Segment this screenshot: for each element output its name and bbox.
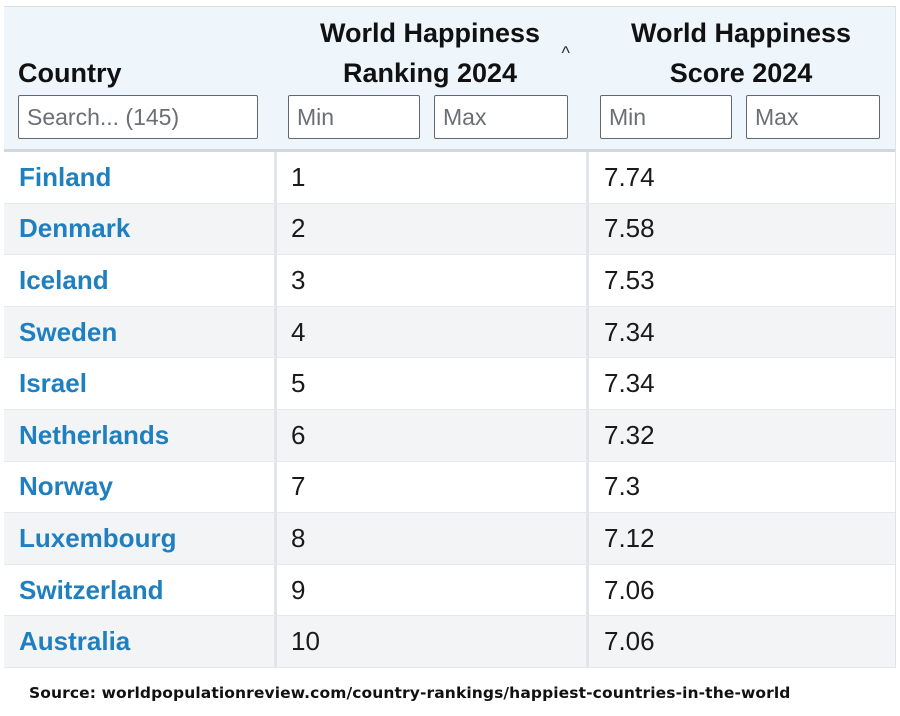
country-link[interactable]: Sweden: [19, 316, 118, 347]
table-header: Country World Happiness Ranking 2024 ^ W…: [4, 6, 895, 153]
ranking-cell: 3: [274, 255, 586, 306]
table-row: Switzerland 9 7.06: [4, 564, 895, 617]
score-cell: 7.32: [586, 409, 895, 461]
ranking-max-input[interactable]: [434, 95, 568, 139]
table-row: Sweden 4 7.34: [4, 306, 895, 359]
table-row: Denmark 2 7.58: [4, 203, 895, 256]
score-cell: 7.3: [586, 461, 895, 513]
column-header-ranking[interactable]: World Happiness Ranking 2024 ^: [274, 7, 586, 153]
column-title-ranking: World Happiness Ranking 2024: [274, 13, 586, 93]
column-title-ranking-line1: World Happiness: [319, 18, 541, 48]
ranking-cell: 1: [274, 152, 586, 203]
column-header-score[interactable]: World Happiness Score 2024: [586, 7, 895, 153]
column-title-score-line2: Score 2024: [669, 58, 813, 88]
country-link[interactable]: Iceland: [19, 264, 109, 295]
table-row: Australia 10 7.06: [4, 616, 895, 668]
country-link[interactable]: Switzerland: [19, 574, 164, 605]
table-row: Israel 5 7.34: [4, 358, 895, 410]
ranking-cell: 6: [274, 409, 586, 461]
score-max-input[interactable]: [746, 95, 880, 139]
sort-ascending-icon[interactable]: ^: [561, 43, 570, 63]
country-link[interactable]: Israel: [19, 368, 87, 399]
ranking-cell: 9: [274, 564, 586, 616]
score-cell: 7.74: [586, 152, 895, 203]
country-link[interactable]: Australia: [19, 626, 131, 657]
score-cell: 7.34: [586, 306, 895, 358]
column-title-score-line1: World Happiness: [630, 18, 852, 48]
score-cell: 7.34: [586, 358, 895, 409]
score-cell: 7.12: [586, 513, 895, 564]
table-row: Norway 7 7.3: [4, 461, 895, 514]
column-header-country[interactable]: Country: [4, 7, 274, 153]
country-link[interactable]: Netherlands: [19, 419, 170, 450]
score-cell: 7.53: [586, 255, 895, 306]
country-search-input[interactable]: [18, 95, 258, 139]
source-caption: Source: worldpopulationreview.com/countr…: [29, 684, 791, 702]
score-cell: 7.06: [586, 564, 895, 616]
score-cell: 7.58: [586, 203, 895, 255]
country-link[interactable]: Luxembourg: [19, 522, 177, 553]
ranking-cell: 10: [274, 616, 586, 667]
score-cell: 7.06: [586, 616, 895, 667]
table-row: Luxembourg 8 7.12: [4, 513, 895, 565]
ranking-cell: 7: [274, 461, 586, 513]
table-row: Iceland 3 7.53: [4, 255, 895, 307]
table-row: Finland 1 7.74: [4, 152, 895, 204]
table-body: Finland 1 7.74 Denmark 2 7.58 Iceland 3 …: [4, 152, 895, 668]
data-table: Country World Happiness Ranking 2024 ^ W…: [4, 6, 896, 668]
ranking-cell: 2: [274, 203, 586, 255]
column-title-ranking-line2: Ranking 2024: [342, 58, 518, 88]
table-row: Netherlands 6 7.32: [4, 409, 895, 462]
score-min-input[interactable]: [600, 95, 732, 139]
country-link[interactable]: Norway: [19, 471, 113, 502]
ranking-cell: 4: [274, 306, 586, 358]
country-link[interactable]: Denmark: [19, 213, 131, 244]
country-link[interactable]: Finland: [19, 161, 112, 192]
column-title-score: World Happiness Score 2024: [586, 13, 895, 93]
column-title-country: Country: [18, 58, 122, 88]
ranking-cell: 5: [274, 358, 586, 409]
ranking-cell: 8: [274, 513, 586, 564]
ranking-min-input[interactable]: [288, 95, 420, 139]
